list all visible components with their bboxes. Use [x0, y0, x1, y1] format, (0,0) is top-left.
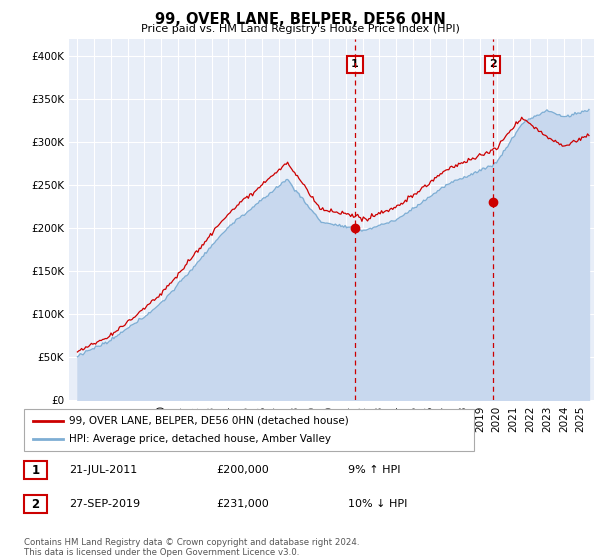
Text: 1: 1 [31, 464, 40, 477]
Text: 2: 2 [488, 59, 496, 69]
Text: £200,000: £200,000 [216, 465, 269, 475]
Text: 10% ↓ HPI: 10% ↓ HPI [348, 499, 407, 509]
Text: 2: 2 [31, 497, 40, 511]
Text: Contains HM Land Registry data © Crown copyright and database right 2024.
This d: Contains HM Land Registry data © Crown c… [24, 538, 359, 557]
Text: HPI: Average price, detached house, Amber Valley: HPI: Average price, detached house, Ambe… [69, 434, 331, 444]
Text: 1: 1 [351, 59, 359, 69]
Text: 99, OVER LANE, BELPER, DE56 0HN (detached house): 99, OVER LANE, BELPER, DE56 0HN (detache… [69, 416, 349, 426]
Text: 99, OVER LANE, BELPER, DE56 0HN: 99, OVER LANE, BELPER, DE56 0HN [155, 12, 445, 27]
Text: 27-SEP-2019: 27-SEP-2019 [69, 499, 140, 509]
Text: £231,000: £231,000 [216, 499, 269, 509]
Text: 9% ↑ HPI: 9% ↑ HPI [348, 465, 401, 475]
Text: Price paid vs. HM Land Registry's House Price Index (HPI): Price paid vs. HM Land Registry's House … [140, 24, 460, 34]
Text: 21-JUL-2011: 21-JUL-2011 [69, 465, 137, 475]
